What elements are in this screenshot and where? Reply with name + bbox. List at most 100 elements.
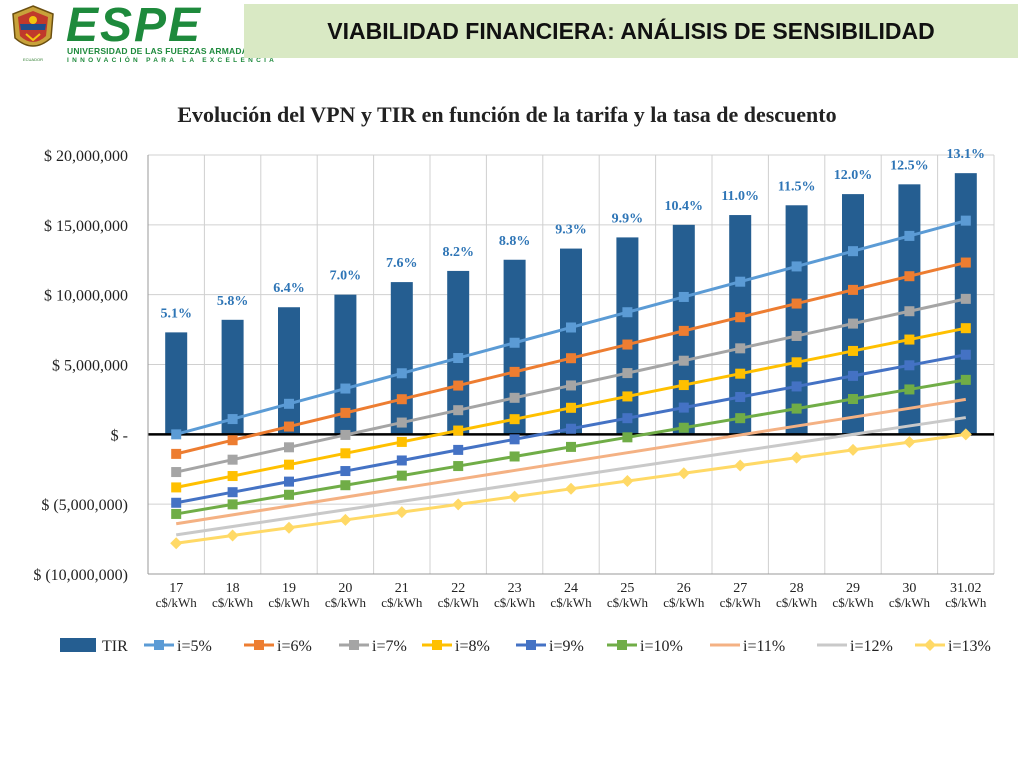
marker-point xyxy=(622,432,633,443)
marker-point xyxy=(509,366,520,377)
marker-point xyxy=(396,470,407,481)
marker-point xyxy=(960,293,971,304)
marker-point xyxy=(791,261,802,272)
chart-title: Evolución del VPN y TIR en función de la… xyxy=(177,102,836,127)
bar-data-label: 7.0% xyxy=(330,269,362,284)
marker-point xyxy=(735,368,746,379)
marker-point xyxy=(566,322,576,333)
bar-tir xyxy=(729,215,752,435)
x-tick-unit: c$/kWh xyxy=(832,595,874,610)
marker-point xyxy=(396,394,407,405)
marker-point xyxy=(848,246,858,257)
marker-point xyxy=(848,394,858,405)
bar-tir xyxy=(278,307,300,435)
x-tick-label: 30 xyxy=(902,581,916,596)
marker-point xyxy=(904,334,915,345)
x-tick-label: 19 xyxy=(282,581,296,596)
marker-point xyxy=(566,402,576,413)
marker-point xyxy=(566,423,576,434)
x-tick-label: 29 xyxy=(846,581,860,596)
x-tick-label: 21 xyxy=(395,581,409,596)
marker-point xyxy=(848,284,858,295)
legend-label: TIR xyxy=(102,638,128,655)
marker-point xyxy=(622,339,633,350)
marker-point xyxy=(848,318,858,329)
bar-tir xyxy=(616,237,639,435)
x-tick-unit: c$/kWh xyxy=(212,595,254,610)
x-tick-unit: c$/kWh xyxy=(720,595,762,610)
marker-point xyxy=(339,513,352,526)
tick-labels: $ 20,000,000 $ 15,000,000 $ 10,000,000 $ 5,… xyxy=(33,148,987,610)
marker-point xyxy=(960,257,971,268)
espe-logo: ESPE xyxy=(66,0,203,52)
legend-marker xyxy=(432,640,442,650)
x-tick-label: 26 xyxy=(677,581,691,596)
marker-point xyxy=(340,448,351,459)
marker-point xyxy=(848,370,858,381)
bar-tir xyxy=(785,205,808,435)
data-labels: 5.1% 5.8% 6.4% 7.0% 7.6% 8.2% 8.8% 9.3% 9.9% 10.4… xyxy=(160,147,985,321)
marker-point xyxy=(904,306,915,317)
marker-point xyxy=(340,429,351,440)
legend-marker xyxy=(924,639,936,651)
bar-data-label: 6.4% xyxy=(273,281,305,296)
marker-point xyxy=(904,271,915,282)
marker-point xyxy=(453,353,464,364)
bar-data-label: 7.6% xyxy=(386,256,418,271)
bar-data-label: 5.8% xyxy=(217,294,249,309)
marker-point xyxy=(677,467,690,480)
marker-point xyxy=(960,215,971,226)
legend-label: i=12% xyxy=(850,638,893,655)
x-tick-label: 27 xyxy=(733,581,747,596)
marker-point xyxy=(678,325,689,336)
x-tick-unit: c$/kWh xyxy=(438,595,480,610)
marker-point xyxy=(959,428,972,441)
x-tick-unit: c$/kWh xyxy=(494,595,536,610)
marker-point xyxy=(284,459,294,470)
marker-point xyxy=(340,383,351,394)
marker-point xyxy=(622,391,633,402)
bar-tir xyxy=(221,319,244,435)
marker-point xyxy=(284,421,294,432)
bar-tir xyxy=(165,332,188,435)
marker-point xyxy=(904,384,915,395)
marker-point xyxy=(678,380,689,391)
x-tick-label: 24 xyxy=(564,581,578,596)
bar-data-label: 8.2% xyxy=(442,245,474,260)
legend-label: i=6% xyxy=(277,638,312,655)
marker-point xyxy=(791,403,802,414)
marker-point xyxy=(171,448,182,459)
y-tick-label: $ (5,000,000) xyxy=(41,497,128,514)
marker-point xyxy=(227,454,238,465)
legend-label: i=11% xyxy=(743,638,785,655)
x-tick-label: 31.02 xyxy=(950,581,982,596)
marker-point xyxy=(509,434,520,445)
marker-point xyxy=(453,425,464,436)
x-tick-label: 25 xyxy=(620,581,634,596)
sensitivity-chart: Evolución del VPN y TIR en función de la… xyxy=(33,102,995,655)
marker-point xyxy=(340,480,351,491)
seal-caption: ECUADOR xyxy=(22,57,43,62)
y-tick-label: $ - xyxy=(111,427,128,444)
bar-tir xyxy=(334,294,357,435)
marker-point xyxy=(453,461,464,472)
marker-point xyxy=(396,436,407,447)
legend-marker xyxy=(617,640,627,650)
marker-point xyxy=(453,444,464,455)
marker-point xyxy=(509,392,520,403)
marker-point xyxy=(904,230,915,241)
marker-point xyxy=(622,307,633,318)
slide-header: ECUADOR ESPE UNIVERSIDAD DE LAS FUERZAS … xyxy=(0,0,1024,64)
marker-point xyxy=(960,323,971,334)
bar-data-label: 9.9% xyxy=(612,211,644,226)
legend-label: i=9% xyxy=(549,638,584,655)
x-tick-unit: c$/kWh xyxy=(776,595,818,610)
y-tick-label: $ (10,000,000) xyxy=(33,567,128,584)
marker-point xyxy=(396,368,407,379)
marker-point xyxy=(735,312,746,323)
bar-data-label: 5.1% xyxy=(160,306,192,321)
marker-point xyxy=(904,360,915,371)
marker-point xyxy=(284,442,294,453)
marker-point xyxy=(960,349,971,360)
marker-point xyxy=(791,298,802,309)
